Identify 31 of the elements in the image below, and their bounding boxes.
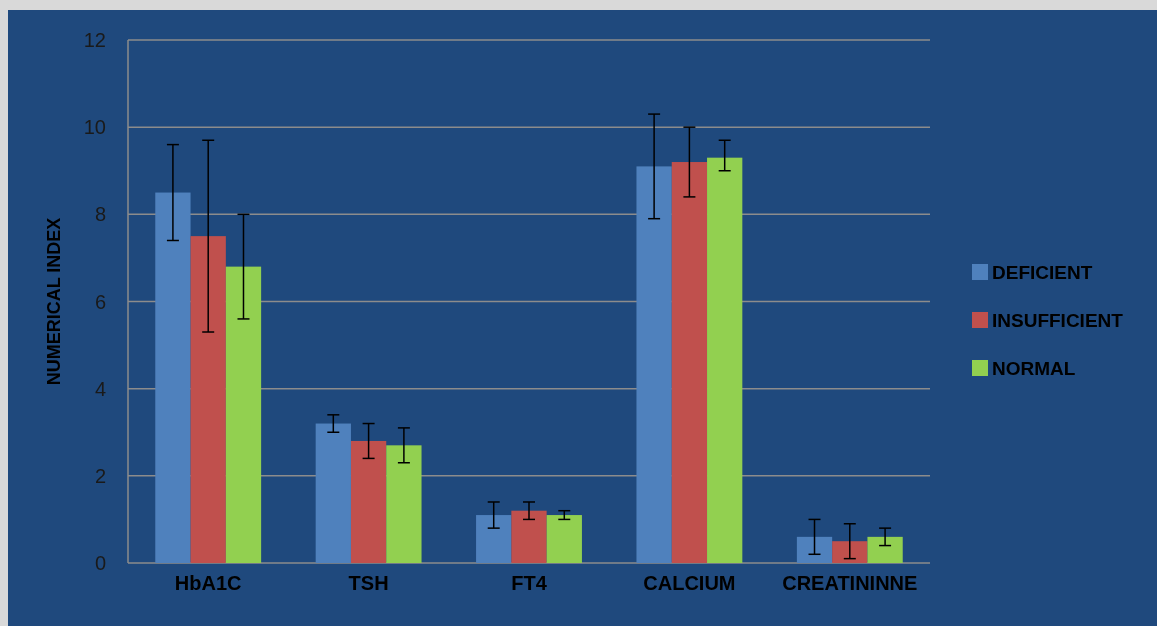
bar <box>796 536 833 563</box>
bar <box>707 157 743 563</box>
bar <box>350 440 387 563</box>
y-tick-label: 4 <box>94 377 106 400</box>
y-tick-label: 10 <box>83 116 106 139</box>
x-tick-label: CREATININNE <box>782 572 918 594</box>
y-axis-title: NUMERICAL INDEX <box>44 217 64 386</box>
y-tick-label: 6 <box>94 290 106 313</box>
x-tick-label: CALCIUM <box>643 572 736 594</box>
bar <box>671 162 708 563</box>
bar <box>511 510 547 563</box>
x-tick-label: TSH <box>348 572 389 594</box>
bar <box>386 445 422 563</box>
x-tick-label: HbA1C <box>174 572 242 594</box>
legend-label: NORMAL <box>992 357 1076 379</box>
bar <box>546 515 582 563</box>
bar <box>636 166 672 563</box>
bar <box>832 541 868 563</box>
y-tick-label: 0 <box>94 552 106 574</box>
x-tick-label: FT4 <box>511 572 548 594</box>
bar <box>867 536 903 563</box>
y-tick-label: 12 <box>83 29 106 51</box>
y-tick-label: 2 <box>94 464 106 487</box>
bar <box>155 192 191 563</box>
y-tick-label: 8 <box>94 203 106 226</box>
bar <box>190 236 226 563</box>
legend-label: INSUFFICIENT <box>992 309 1124 331</box>
bar <box>476 515 512 563</box>
bar <box>315 423 351 563</box>
legend-label: DEFICIENT <box>992 261 1093 283</box>
bar <box>225 266 262 563</box>
